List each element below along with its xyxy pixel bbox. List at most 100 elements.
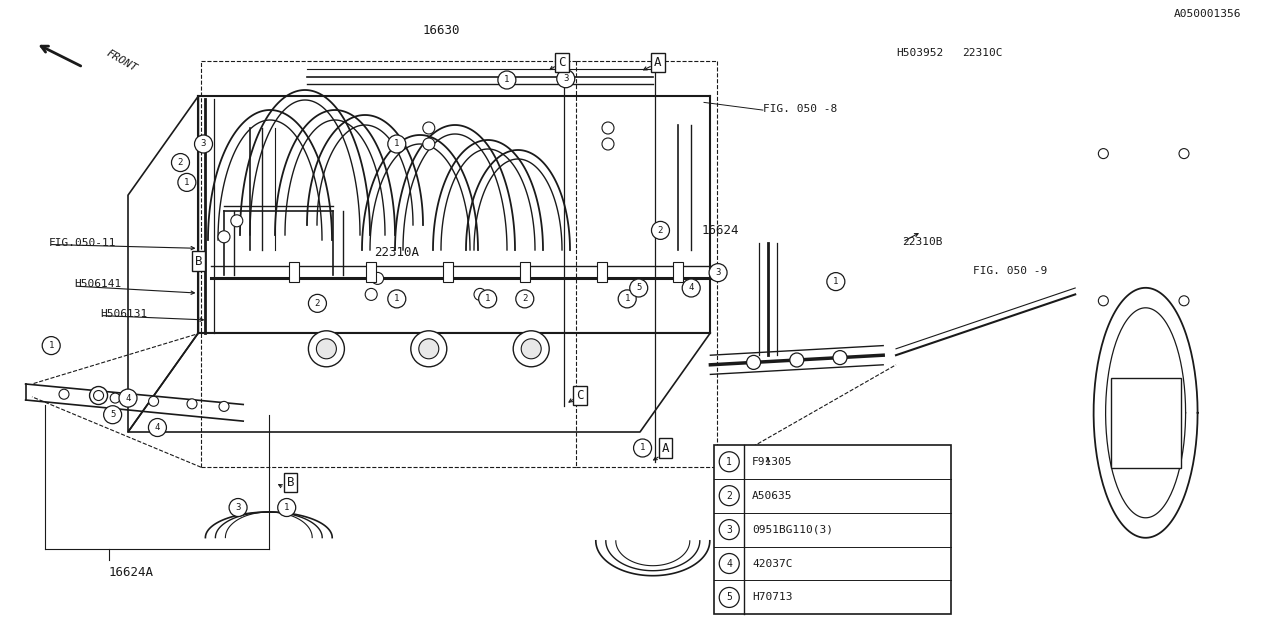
Circle shape bbox=[110, 393, 120, 403]
Circle shape bbox=[422, 138, 435, 150]
Text: 1: 1 bbox=[394, 294, 399, 303]
Circle shape bbox=[557, 70, 575, 88]
Text: 3: 3 bbox=[201, 140, 206, 148]
Circle shape bbox=[308, 294, 326, 312]
Text: FIG. 050 -9: FIG. 050 -9 bbox=[973, 266, 1047, 276]
Text: 3: 3 bbox=[726, 525, 732, 534]
Circle shape bbox=[682, 279, 700, 297]
Text: 2: 2 bbox=[178, 158, 183, 167]
Text: 22310A: 22310A bbox=[374, 246, 419, 259]
Text: C: C bbox=[558, 56, 566, 69]
Circle shape bbox=[719, 452, 740, 472]
Circle shape bbox=[513, 331, 549, 367]
Circle shape bbox=[634, 439, 652, 457]
Text: 4: 4 bbox=[155, 423, 160, 432]
Circle shape bbox=[187, 399, 197, 409]
Circle shape bbox=[498, 71, 516, 89]
Circle shape bbox=[371, 273, 384, 284]
Text: 2: 2 bbox=[522, 294, 527, 303]
Text: H70713: H70713 bbox=[753, 593, 792, 602]
Circle shape bbox=[195, 135, 212, 153]
Circle shape bbox=[148, 396, 159, 406]
Circle shape bbox=[230, 215, 243, 227]
Bar bbox=[714, 445, 951, 614]
Circle shape bbox=[419, 339, 439, 359]
Text: 1: 1 bbox=[485, 294, 490, 303]
Text: 1: 1 bbox=[49, 341, 54, 350]
Text: H503952: H503952 bbox=[896, 48, 943, 58]
Text: 2: 2 bbox=[315, 299, 320, 308]
Bar bbox=[289, 262, 300, 282]
Circle shape bbox=[229, 499, 247, 516]
Circle shape bbox=[709, 264, 727, 282]
Circle shape bbox=[178, 173, 196, 191]
Circle shape bbox=[719, 520, 740, 540]
Text: A: A bbox=[662, 442, 669, 454]
Text: 4: 4 bbox=[726, 559, 732, 568]
Circle shape bbox=[719, 486, 740, 506]
Text: 1: 1 bbox=[640, 444, 645, 452]
Circle shape bbox=[172, 154, 189, 172]
Circle shape bbox=[219, 401, 229, 412]
Text: C: C bbox=[576, 389, 584, 402]
Circle shape bbox=[316, 339, 337, 359]
Circle shape bbox=[516, 290, 534, 308]
Text: B: B bbox=[287, 476, 294, 489]
Text: 4: 4 bbox=[125, 394, 131, 403]
Text: 1: 1 bbox=[833, 277, 838, 286]
Circle shape bbox=[388, 135, 406, 153]
Text: 16630: 16630 bbox=[422, 24, 460, 37]
Text: 16624: 16624 bbox=[701, 224, 739, 237]
Circle shape bbox=[602, 122, 614, 134]
Circle shape bbox=[521, 339, 541, 359]
Text: FRONT: FRONT bbox=[105, 48, 140, 74]
Circle shape bbox=[479, 290, 497, 308]
Text: 2: 2 bbox=[726, 491, 732, 500]
Circle shape bbox=[1179, 148, 1189, 159]
Circle shape bbox=[59, 389, 69, 399]
Circle shape bbox=[746, 355, 760, 369]
Circle shape bbox=[278, 499, 296, 516]
Circle shape bbox=[719, 588, 740, 607]
Text: 22310B: 22310B bbox=[902, 237, 943, 247]
Circle shape bbox=[148, 419, 166, 436]
Circle shape bbox=[388, 290, 406, 308]
Text: 1: 1 bbox=[394, 140, 399, 148]
Circle shape bbox=[104, 406, 122, 424]
Bar bbox=[1111, 378, 1180, 468]
Text: 0951BG110(3): 0951BG110(3) bbox=[753, 525, 833, 534]
Text: 3: 3 bbox=[563, 74, 568, 83]
Circle shape bbox=[719, 554, 740, 573]
Text: 1: 1 bbox=[726, 457, 732, 467]
Bar bbox=[596, 262, 607, 282]
Text: 1: 1 bbox=[504, 76, 509, 84]
Text: 3: 3 bbox=[236, 503, 241, 512]
Circle shape bbox=[119, 389, 137, 407]
Circle shape bbox=[790, 353, 804, 367]
Circle shape bbox=[833, 351, 847, 365]
Text: 3: 3 bbox=[716, 268, 721, 277]
Text: FIG.050-11: FIG.050-11 bbox=[49, 238, 116, 248]
Circle shape bbox=[827, 273, 845, 291]
Text: 5: 5 bbox=[636, 284, 641, 292]
Bar bbox=[673, 262, 684, 282]
Text: H506131: H506131 bbox=[100, 308, 147, 319]
Circle shape bbox=[602, 138, 614, 150]
Circle shape bbox=[1098, 296, 1108, 306]
Circle shape bbox=[618, 290, 636, 308]
Text: A50635: A50635 bbox=[753, 491, 792, 500]
Bar bbox=[366, 262, 376, 282]
Text: B: B bbox=[195, 255, 202, 268]
Text: FIG. 050 -8: FIG. 050 -8 bbox=[763, 104, 837, 114]
Circle shape bbox=[411, 331, 447, 367]
Text: 42037C: 42037C bbox=[753, 559, 792, 568]
Bar bbox=[443, 262, 453, 282]
Text: 5: 5 bbox=[726, 593, 732, 602]
Circle shape bbox=[218, 231, 230, 243]
Circle shape bbox=[1098, 148, 1108, 159]
Text: 5: 5 bbox=[110, 410, 115, 419]
Circle shape bbox=[42, 337, 60, 355]
Bar bbox=[520, 262, 530, 282]
Circle shape bbox=[422, 122, 435, 134]
Text: 4: 4 bbox=[689, 284, 694, 292]
